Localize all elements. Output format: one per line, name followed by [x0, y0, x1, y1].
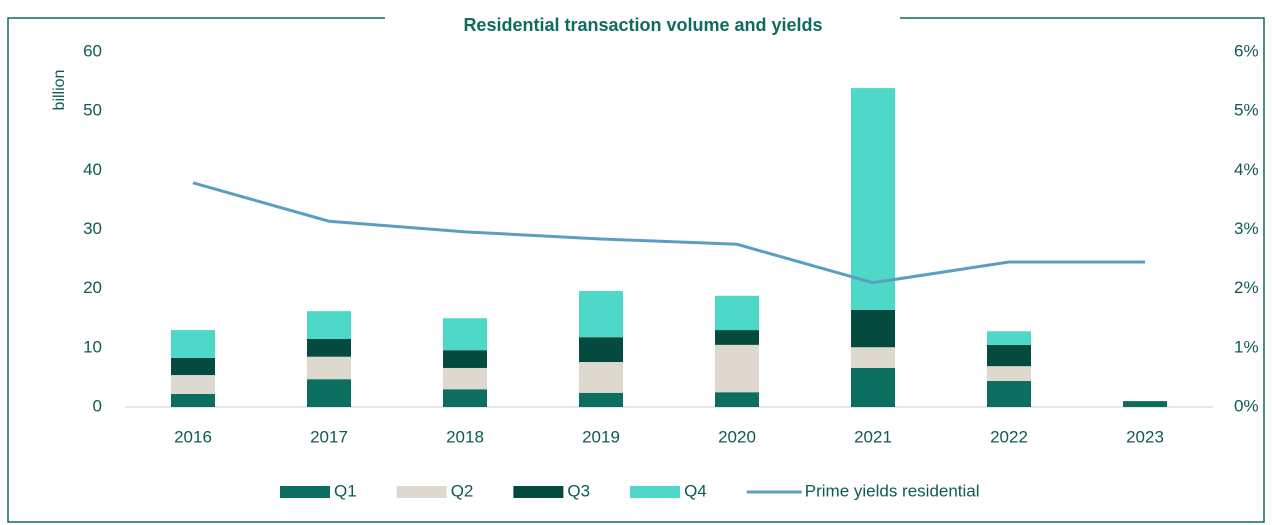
yield-line [192, 181, 1145, 285]
bar-segment [171, 393, 215, 407]
x-tick-label: 2016 [174, 427, 212, 446]
legend-label: Q3 [567, 481, 590, 500]
y2-tick-label: 2% [1234, 278, 1259, 297]
bar-segment [171, 357, 215, 376]
bar-segment [851, 347, 895, 368]
bar-segment [1123, 401, 1167, 407]
x-tick-label: 2021 [854, 427, 892, 446]
y2-tick-label: 0% [1234, 396, 1259, 415]
y-tick-label: 30 [83, 219, 102, 238]
frame [7, 17, 1265, 523]
y-tick-label: 40 [83, 160, 102, 179]
bar-segment [307, 311, 351, 339]
x-tick-label: 2023 [1126, 427, 1164, 446]
chart-title: Residential transaction volume and yield… [463, 15, 822, 35]
bar-segment [579, 392, 623, 407]
bar-segment [987, 331, 1031, 345]
x-tick-label: 2022 [990, 427, 1028, 446]
bar-segment [171, 375, 215, 394]
bar-segment [443, 350, 487, 368]
y-tick-label: 0 [93, 396, 102, 415]
bar-segment [443, 367, 487, 390]
y-tick-label: 20 [83, 278, 102, 297]
bar-segment [171, 330, 215, 358]
bar-segment [307, 379, 351, 407]
legend-label: Prime yields residential [805, 481, 980, 500]
bar-segment [987, 366, 1031, 381]
x-tick-label: 2019 [582, 427, 620, 446]
y-tick-label: 60 [83, 41, 102, 60]
legend-label: Q2 [451, 481, 474, 500]
legend-swatch [630, 486, 681, 498]
x-tick-label: 2018 [446, 427, 484, 446]
x-tick-label: 2020 [718, 427, 756, 446]
bar-segment [579, 337, 623, 363]
legend-swatch [396, 486, 447, 498]
bar-segment [715, 295, 759, 331]
legend-swatch [513, 486, 564, 498]
y-tick-label: 10 [83, 337, 102, 356]
y-tick-label: 50 [83, 101, 102, 120]
legend-label: Q1 [334, 481, 357, 500]
bar-segment [307, 338, 351, 357]
x-tick-label: 2017 [310, 427, 348, 446]
legend-swatch [280, 486, 330, 498]
y-axis-label: billion [51, 70, 68, 111]
bar-segment [307, 356, 351, 380]
bar-segment [579, 362, 623, 393]
bar-segment [987, 344, 1031, 367]
bar-segment [443, 318, 487, 351]
bar-segment [715, 330, 759, 345]
bar-segment [715, 344, 759, 393]
y2-tick-label: 4% [1234, 160, 1259, 179]
bar-segment [851, 309, 895, 348]
y2-tick-label: 6% [1234, 41, 1259, 60]
y2-tick-label: 1% [1234, 337, 1259, 356]
y2-tick-label: 3% [1234, 219, 1259, 238]
bar-segment [851, 367, 895, 407]
bar-segment [851, 88, 895, 310]
y2-tick-label: 5% [1234, 101, 1259, 120]
bar-segment [987, 380, 1031, 407]
bar-segment [715, 392, 759, 407]
bar-segment [579, 291, 623, 338]
bar-segment [443, 389, 487, 407]
legend-label: Q4 [684, 481, 707, 500]
